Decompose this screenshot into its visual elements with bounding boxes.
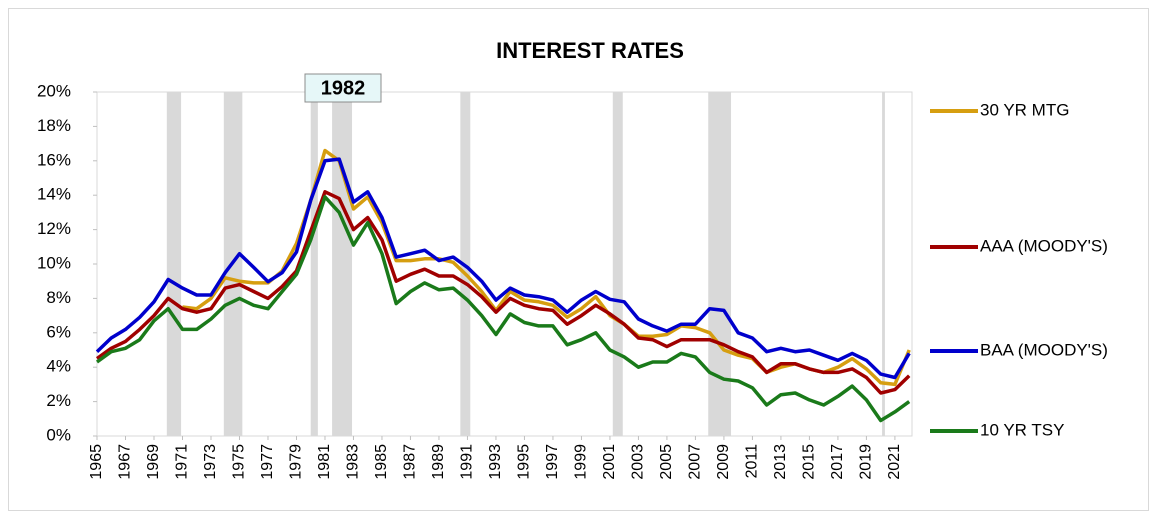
y-tick-label: 2% [46, 391, 71, 410]
y-tick-label: 4% [46, 357, 71, 376]
x-tick-label: 2015 [801, 444, 818, 480]
legend-label: BAA (MOODY'S) [980, 340, 1108, 359]
y-tick-label: 20% [37, 81, 71, 100]
annotation: 1982 [321, 77, 366, 99]
recession-band [708, 92, 732, 436]
x-tick-label: 1991 [459, 444, 476, 480]
recession-band [310, 92, 318, 436]
x-tick-label: 1977 [259, 444, 276, 480]
y-tick-label: 8% [46, 288, 71, 307]
x-tick-label: 1997 [544, 444, 561, 480]
x-tick-label: 2005 [658, 444, 675, 480]
x-tick-label: 1987 [402, 444, 419, 480]
x-tick-label: 2013 [772, 444, 789, 480]
x-tick-label: 1981 [316, 444, 333, 480]
x-tick-label: 1985 [373, 444, 390, 480]
y-tick-label: 14% [37, 185, 71, 204]
chart-title: INTEREST RATES [496, 38, 684, 63]
x-tick-label: 1971 [174, 444, 191, 480]
x-tick-label: 1969 [145, 444, 162, 480]
x-tick-label: 1973 [202, 444, 219, 480]
x-tick-label: 2007 [687, 444, 704, 480]
x-tick-label: 1965 [88, 444, 105, 480]
legend-label: AAA (MOODY'S) [980, 236, 1108, 255]
x-tick-label: 2003 [630, 444, 647, 480]
x-tick-label: 1967 [117, 444, 134, 480]
series-line [95, 157, 911, 380]
series-line [95, 195, 911, 423]
x-tick-label: 2001 [601, 444, 618, 480]
recession-band [332, 92, 353, 436]
x-tick-label: 2009 [715, 444, 732, 480]
y-tick-label: 0% [46, 425, 71, 444]
x-tick-label: 1993 [487, 444, 504, 480]
x-tick-label: 1975 [231, 444, 248, 480]
x-tick-label: 1983 [345, 444, 362, 480]
x-tick-label: 1995 [516, 444, 533, 480]
y-tick-label: 10% [37, 253, 71, 272]
legend-label: 10 YR TSY [980, 420, 1064, 439]
plot-area [96, 91, 913, 437]
recession-band [612, 92, 623, 436]
x-tick-label: 1979 [288, 444, 305, 480]
x-tick-label: 1989 [430, 444, 447, 480]
y-tick-label: 6% [46, 322, 71, 341]
x-tick-label: 1999 [573, 444, 590, 480]
recession-band [882, 92, 885, 436]
annotation-box [304, 73, 382, 103]
y-tick-label: 12% [37, 219, 71, 238]
series-line [95, 190, 911, 395]
x-tick-label: 2019 [858, 444, 875, 480]
legend-label: 30 YR MTG [980, 100, 1069, 119]
x-tick-label: 2017 [829, 444, 846, 480]
x-tick-label: 2021 [886, 444, 903, 480]
y-tick-label: 18% [37, 116, 71, 135]
y-tick-label: 16% [37, 150, 71, 169]
x-tick-label: 2011 [744, 444, 761, 479]
recession-band [166, 92, 182, 436]
